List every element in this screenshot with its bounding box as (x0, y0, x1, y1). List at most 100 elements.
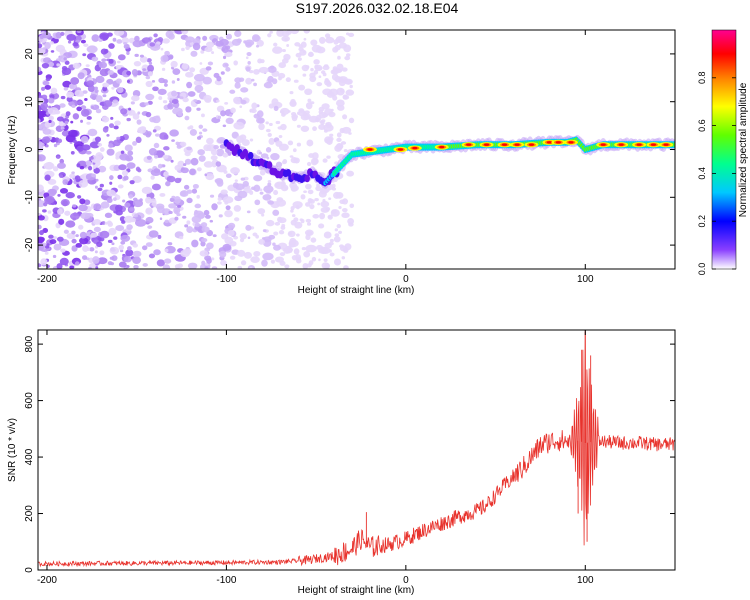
noise-blob (126, 70, 132, 76)
noise-blob (134, 53, 139, 58)
noise-blob (44, 42, 51, 50)
noise-blob (219, 250, 227, 258)
noise-blob (314, 198, 319, 202)
noise-blob (47, 210, 52, 214)
noise-blob (152, 86, 159, 92)
noise-blob (270, 259, 276, 264)
noise-blob (199, 250, 209, 257)
noise-blob (162, 79, 168, 84)
noise-blob (116, 39, 123, 44)
noise-blob (310, 39, 318, 46)
noise-blob (245, 56, 249, 60)
noise-blob (288, 248, 293, 253)
noise-blob (38, 199, 46, 208)
y-tick-label: 200 (24, 505, 35, 522)
noise-blob (60, 95, 66, 100)
noise-blob (233, 96, 241, 104)
noise-blob (203, 209, 210, 216)
noise-blob (309, 203, 315, 210)
noise-blob (313, 59, 320, 65)
noise-blob (120, 240, 126, 245)
y-tick-label: 600 (24, 392, 35, 409)
noise-blob (259, 169, 266, 176)
noise-blob (86, 45, 98, 54)
noise-blob (325, 121, 332, 128)
noise-blob (349, 84, 353, 89)
noise-blob (45, 77, 51, 82)
noise-blob (319, 188, 328, 195)
noise-blob (115, 204, 123, 212)
noise-blob (87, 128, 98, 137)
noise-blob (56, 155, 60, 159)
noise-blob (280, 123, 287, 131)
noise-blob (119, 135, 125, 142)
noise-blob (146, 58, 152, 63)
noise-blob (211, 203, 218, 211)
noise-blob (318, 223, 325, 229)
noise-blob (63, 87, 69, 91)
colorbar-label: Normalized spectral amplitude (738, 82, 749, 217)
noise-blob (117, 184, 124, 189)
noise-blob (106, 220, 112, 226)
noise-blob (78, 179, 89, 188)
noise-blob (186, 189, 193, 194)
noise-blob (202, 76, 213, 85)
noise-blob (162, 38, 170, 44)
noise-blob (296, 233, 300, 237)
noise-blob (99, 183, 104, 188)
noise-blob (217, 115, 222, 120)
noise-blob (212, 234, 217, 238)
noise-blob (69, 173, 76, 179)
noise-blob (168, 54, 174, 60)
noise-blob (145, 75, 151, 80)
noise-blob (325, 36, 335, 44)
noise-blob (341, 67, 348, 72)
noise-blob (345, 53, 351, 57)
noise-blob (95, 178, 99, 182)
noise-blob (337, 38, 342, 42)
noise-blob (194, 203, 202, 209)
noise-blob (227, 151, 232, 156)
noise-blob (75, 179, 80, 183)
noise-blob (229, 240, 237, 247)
noise-blob (297, 57, 302, 61)
noise-blob (80, 105, 87, 110)
noise-blob (278, 76, 282, 81)
noise-blob (229, 255, 236, 260)
noise-blob (213, 144, 219, 150)
noise-blob (102, 126, 109, 133)
noise-blob (158, 96, 163, 100)
noise-blob (117, 174, 123, 180)
noise-blob (298, 84, 306, 91)
noise-blob (48, 234, 54, 239)
ridge-hot-core (528, 143, 535, 146)
noise-blob (198, 155, 206, 162)
noise-blob (220, 233, 229, 240)
noise-blob (315, 46, 326, 54)
noise-blob (310, 101, 315, 105)
noise-blob (282, 158, 288, 164)
noise-blob (185, 71, 194, 78)
noise-blob (43, 202, 48, 207)
noise-blob (115, 224, 125, 232)
ridge-hot-core (636, 143, 642, 146)
noise-blob (48, 105, 52, 109)
noise-blob (193, 73, 206, 82)
noise-blob (145, 216, 154, 224)
noise-blob (66, 91, 75, 98)
noise-blob (318, 258, 321, 262)
noise-blob (171, 99, 179, 104)
noise-blob (348, 32, 355, 38)
noise-blob (274, 181, 286, 190)
noise-blob (220, 260, 227, 266)
noise-blob (40, 258, 48, 266)
noise-blob (182, 215, 187, 219)
noise-blob (328, 241, 334, 246)
noise-blob (281, 58, 289, 64)
noise-blob (253, 184, 261, 192)
noise-blob (287, 110, 291, 113)
noise-blob (234, 179, 238, 183)
noise-blob (189, 125, 194, 130)
